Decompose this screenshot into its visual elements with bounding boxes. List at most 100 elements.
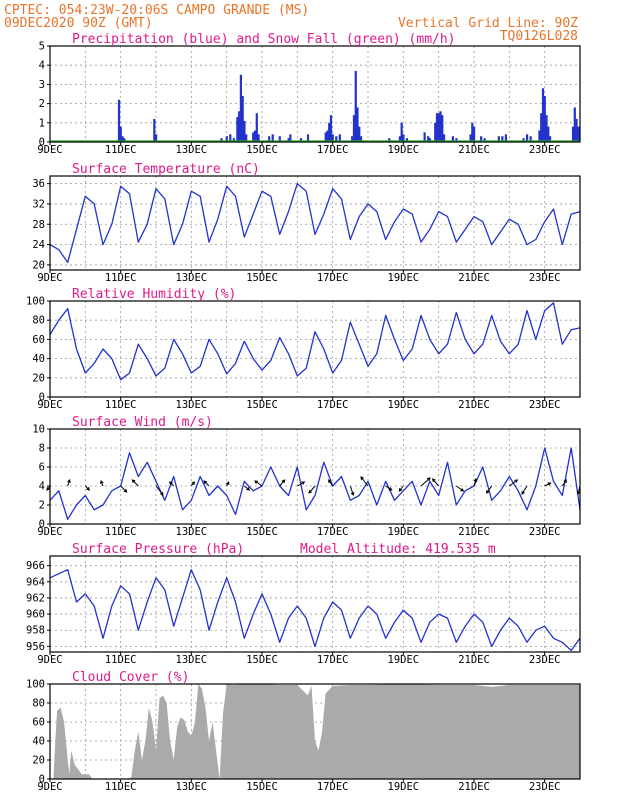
x-tick-label: 21DEC	[458, 399, 490, 411]
y-tick-label: 20	[32, 259, 45, 271]
wind-vector-head	[360, 476, 364, 481]
x-tick-label: 11DEC	[105, 399, 137, 411]
precipitation-bar	[575, 118, 578, 142]
precipitation-bar	[299, 138, 303, 142]
x-tick-label: 19DEC	[388, 526, 420, 538]
y-tick-label: 5	[39, 41, 45, 53]
precipitation-bar	[441, 115, 444, 142]
precipitation-bar	[255, 113, 258, 142]
precipitation-bar	[229, 134, 232, 142]
x-tick-label: 15DEC	[246, 144, 278, 156]
wind-vector	[420, 477, 431, 487]
wind-vector-head	[547, 482, 552, 486]
wind-vector	[308, 485, 316, 494]
precipitation-bar	[331, 134, 334, 142]
y-tick-label: 3	[39, 79, 45, 91]
precipitation-bar	[469, 134, 472, 142]
precipitation-bar	[398, 136, 401, 142]
wind-vector	[360, 476, 369, 487]
precipitation-bar	[253, 130, 257, 142]
precipitation-bar	[471, 122, 474, 142]
precipitation-bar	[480, 136, 483, 142]
precipitation-bar	[439, 111, 442, 142]
cloud-cover-area	[50, 684, 580, 779]
x-tick-label: 13DEC	[176, 272, 208, 284]
wind-vector	[203, 480, 210, 487]
x-tick-label: 9DEC	[37, 144, 62, 156]
precipitation-bar	[252, 132, 255, 142]
x-tick-label: 19DEC	[388, 399, 420, 411]
precipitation-title: Precipitation (blue) and Snow Fall (gree…	[72, 32, 456, 47]
precipitation-bar	[335, 136, 338, 142]
wind-vector-head	[254, 480, 259, 484]
x-tick-label: 23DEC	[529, 654, 561, 666]
x-tick-label: 9DEC	[37, 654, 62, 666]
x-tick-label: 23DEC	[529, 399, 561, 411]
x-tick-label: 17DEC	[317, 144, 349, 156]
precipitation-bar	[289, 134, 292, 142]
y-tick-label: 20	[32, 755, 45, 767]
wind-vector	[279, 479, 286, 487]
wind-vector-head	[281, 479, 286, 484]
wind-vector-head	[431, 478, 436, 483]
temperature-title: Surface Temperature (nC)	[72, 162, 260, 177]
precipitation-bar	[522, 138, 525, 142]
precipitation-bar	[117, 99, 121, 142]
header-station: CPTEC: 054:23W-20:06S CAMPO GRANDE (MS)	[4, 3, 309, 18]
wind-vector	[473, 478, 477, 487]
x-tick-label: 21DEC	[458, 272, 490, 284]
temperature-frame	[49, 175, 581, 271]
x-tick-label: 23DEC	[529, 144, 561, 156]
wind-vector-head	[301, 481, 306, 485]
y-tick-label: 2	[39, 98, 45, 110]
y-tick-label: 960	[26, 609, 45, 621]
precipitation-bar	[232, 138, 235, 142]
wind-vector	[398, 485, 404, 492]
precipitation-bar	[541, 88, 545, 142]
model-altitude-annotation: Model Altitude: 419.535 m	[300, 542, 496, 557]
precipitation-bar	[501, 136, 504, 142]
precipitation-bar	[306, 134, 310, 142]
x-tick-label: 19DEC	[388, 272, 420, 284]
y-tick-label: 24	[32, 239, 45, 251]
precipitation-bar	[153, 118, 156, 142]
precipitation-bar	[483, 138, 486, 142]
wind-vector	[509, 479, 518, 487]
precipitation-bar	[239, 74, 242, 142]
x-tick-label: 11DEC	[105, 781, 137, 793]
precipitation-frame	[49, 45, 581, 143]
precipitation-bar	[121, 136, 124, 142]
y-tick-label: 60	[32, 334, 45, 346]
precipitation-bar	[526, 134, 529, 142]
precipitation-bar	[123, 138, 126, 142]
wind-vector-head	[350, 491, 355, 496]
precipitation-bar	[455, 138, 458, 142]
x-tick-label: 21DEC	[458, 526, 490, 538]
x-tick-label: 9DEC	[37, 399, 62, 411]
x-tick-label: 13DEC	[176, 144, 208, 156]
x-tick-label: 21DEC	[458, 781, 490, 793]
precipitation-bar	[238, 111, 241, 142]
wind-vector	[486, 485, 493, 494]
wind-vector-head	[576, 490, 581, 496]
x-tick-label: 13DEC	[176, 399, 208, 411]
y-tick-label: 0	[39, 392, 45, 404]
humidity-line	[49, 302, 581, 381]
precipitation-bar	[504, 134, 507, 142]
wind-vector	[328, 479, 334, 487]
y-tick-label: 36	[32, 178, 45, 190]
cloud-cover-title: Cloud Cover (%)	[72, 670, 189, 685]
precipitation-bar	[571, 126, 575, 142]
precipitation-bar	[428, 138, 432, 142]
x-tick-label: 11DEC	[105, 144, 137, 156]
wind-vector-head	[460, 488, 465, 492]
x-tick-label: 11DEC	[105, 272, 137, 284]
x-tick-label: 19DEC	[388, 654, 420, 666]
x-tick-label: 11DEC	[105, 526, 137, 538]
precipitation-bar	[351, 136, 354, 142]
wind-vector	[120, 485, 128, 493]
precipitation-bar	[356, 107, 359, 142]
precipitation-panel: 0 1 2 3 4 5 9DEC 11DEC 13DEC 15DEC 17DEC 19DEC 21DEC…	[37, 32, 581, 156]
wind-vector-head	[123, 488, 128, 493]
